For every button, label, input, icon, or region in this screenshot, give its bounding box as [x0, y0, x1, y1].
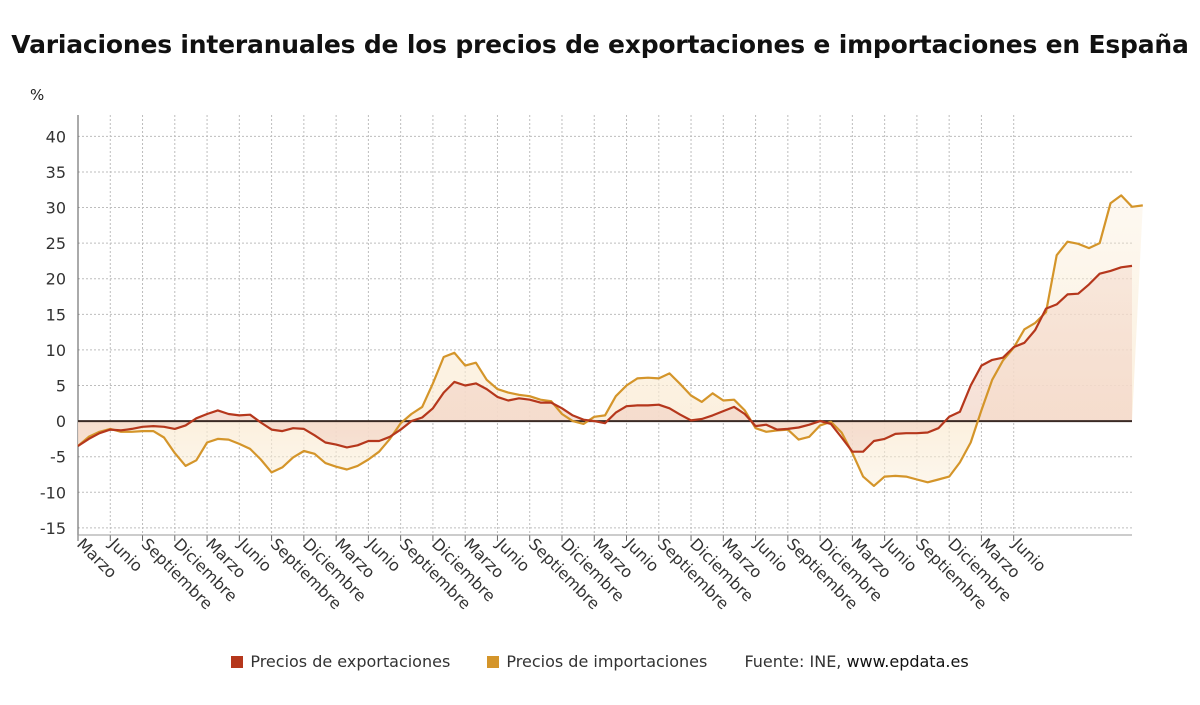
y-tick-label: 35: [46, 163, 66, 182]
legend-swatch-imports: [487, 656, 500, 668]
chart-area: -15-10-50510152025303540MarzoJunioSeptie…: [30, 86, 1143, 613]
legend-swatch-exports: [231, 656, 244, 668]
source-label: Fuente: INE,: [744, 652, 847, 671]
legend-item-exports: Precios de exportaciones: [231, 652, 450, 671]
y-tick-label: 20: [46, 270, 66, 289]
source-site: www.epdata.es: [846, 652, 969, 671]
legend-label-exports: Precios de exportaciones: [250, 652, 451, 671]
chart-title: Variaciones interanuales de los precios …: [11, 30, 1189, 59]
line-exports: [77, 264, 1133, 453]
y-tick-label: 10: [46, 341, 66, 360]
y-axis-unit: %: [30, 86, 44, 104]
y-tick-label: 0: [56, 412, 66, 431]
y-tick-label: -5: [50, 448, 66, 467]
y-tick-label: 40: [46, 127, 66, 146]
y-tick-label: -10: [40, 483, 66, 502]
legend-label-imports: Precios de importaciones: [506, 652, 708, 671]
y-tick-label: 25: [46, 234, 66, 253]
legend: Precios de exportaciones Precios de impo…: [0, 651, 1200, 671]
source-note: Fuente: INE, www.epdata.es: [744, 652, 968, 671]
line-imports: [77, 194, 1143, 487]
legend-item-imports: Precios de importaciones: [487, 652, 707, 671]
y-tick-label: -15: [40, 519, 66, 538]
y-tick-label: 5: [56, 377, 66, 396]
y-tick-label: 15: [46, 305, 66, 324]
y-tick-label: 30: [46, 199, 66, 218]
area-imports: [78, 195, 1143, 486]
